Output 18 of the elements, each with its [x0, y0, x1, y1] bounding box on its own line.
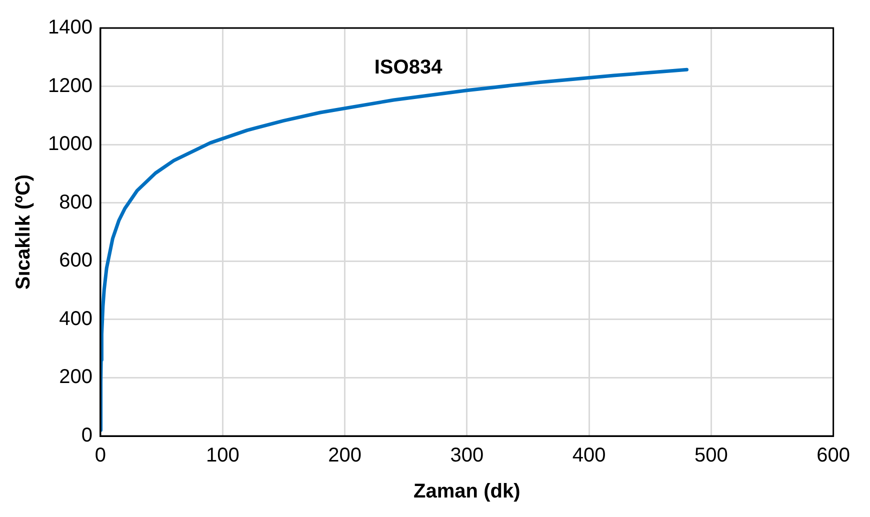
x-tick-label: 300	[450, 444, 484, 467]
x-tick-label: 600	[816, 444, 850, 467]
series-label: ISO834	[374, 56, 444, 79]
y-tick-label: 0	[81, 424, 92, 447]
y-tick-label: 1000	[48, 133, 92, 156]
x-axis-title: Zaman (dk)	[414, 480, 520, 503]
y-tick-label: 1200	[48, 74, 92, 97]
x-tick-label: 500	[694, 444, 728, 467]
y-tick-label: 400	[59, 308, 92, 330]
x-tick-label: 400	[572, 444, 606, 467]
y-tick-label: 800	[59, 191, 92, 214]
y-tick-label: 600	[59, 250, 92, 272]
y-tick-label: 1400	[48, 16, 92, 39]
x-tick-label: 0	[94, 444, 106, 467]
x-tick-label: 100	[206, 444, 240, 467]
y-tick-label: 200	[59, 366, 92, 388]
y-axis-title: Sıcaklık (ºC)	[12, 174, 35, 290]
x-tick-label: 200	[328, 444, 362, 467]
